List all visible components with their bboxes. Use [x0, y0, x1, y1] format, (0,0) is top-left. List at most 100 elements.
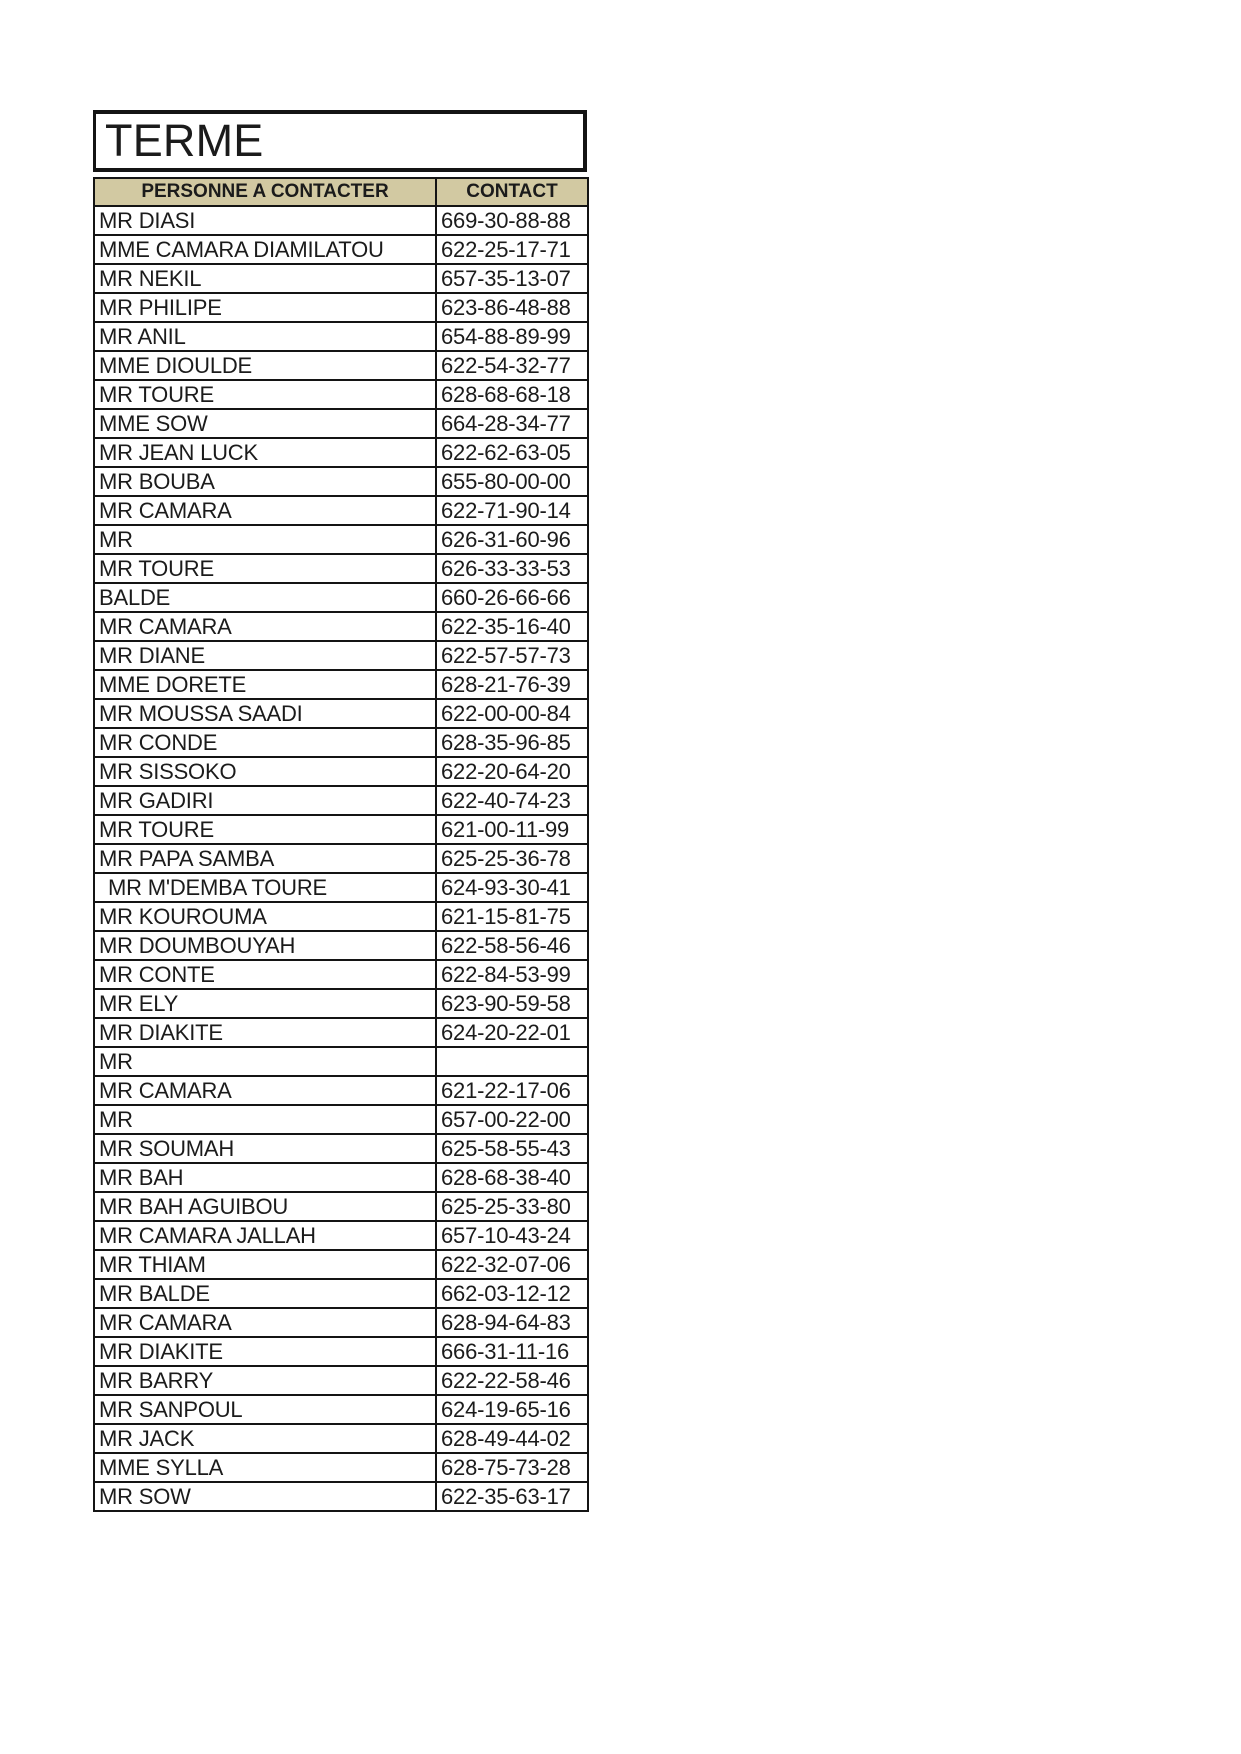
person-cell: MR BAH AGUIBOU	[93, 1191, 437, 1222]
table-row: MR GADIRI 622-40-74-23	[93, 785, 589, 816]
contact-cell: 621-22-17-06	[435, 1075, 589, 1106]
person-cell: MR JEAN LUCK	[93, 437, 437, 468]
person-cell: BALDE	[93, 582, 437, 613]
contact-cell: 655-80-00-00	[435, 466, 589, 497]
person-cell: MR NEKIL	[93, 263, 437, 294]
contact-cell: 622-22-58-46	[435, 1365, 589, 1396]
table-row: MR JEAN LUCK 622-62-63-05	[93, 437, 589, 468]
contact-cell: 622-54-32-77	[435, 350, 589, 381]
table-row: MR TOURE 628-68-68-18	[93, 379, 589, 410]
contact-cell: 626-31-60-96	[435, 524, 589, 555]
person-cell: MR BARRY	[93, 1365, 437, 1396]
person-cell: MR TOURE	[93, 814, 437, 845]
contact-cell: 628-94-64-83	[435, 1307, 589, 1338]
contact-cell: 628-75-73-28	[435, 1452, 589, 1483]
contact-cell: 664-28-34-77	[435, 408, 589, 439]
person-cell: MME CAMARA DIAMILATOU	[93, 234, 437, 265]
table-row: MR CAMARA 628-94-64-83	[93, 1307, 589, 1338]
person-cell: MR M'DEMBA TOURE	[93, 872, 437, 903]
table-row: MR BOUBA 655-80-00-00	[93, 466, 589, 497]
header-row: PERSONNE A CONTACTER CONTACT	[93, 177, 589, 207]
contact-cell: 626-33-33-53	[435, 553, 589, 584]
table-row: MME SOW 664-28-34-77	[93, 408, 589, 439]
table-row: MR PHILIPE 623-86-48-88	[93, 292, 589, 323]
table-row: MME DIOULDE 622-54-32-77	[93, 350, 589, 381]
contact-cell: 622-84-53-99	[435, 959, 589, 990]
contact-cell	[435, 1046, 589, 1077]
table-row: MME DORETE 628-21-76-39	[93, 669, 589, 700]
contact-cell: 660-26-66-66	[435, 582, 589, 613]
table-row: MR CONTE 622-84-53-99	[93, 959, 589, 990]
contact-cell: 621-00-11-99	[435, 814, 589, 845]
person-cell: MME DIOULDE	[93, 350, 437, 381]
person-cell: MR CAMARA	[93, 611, 437, 642]
person-cell: MR CAMARA	[93, 1075, 437, 1106]
table-row: MME CAMARA DIAMILATOU 622-25-17-71	[93, 234, 589, 265]
person-cell: MR BOUBA	[93, 466, 437, 497]
table-row: MR BARRY 622-22-58-46	[93, 1365, 589, 1396]
person-cell: MR GADIRI	[93, 785, 437, 816]
table-row: MR CONDE 628-35-96-85	[93, 727, 589, 758]
person-cell: MR DOUMBOUYAH	[93, 930, 437, 961]
contact-cell: 624-20-22-01	[435, 1017, 589, 1048]
table-row: MR 626-31-60-96	[93, 524, 589, 555]
contact-cell: 622-58-56-46	[435, 930, 589, 961]
table-row: MR M'DEMBA TOURE 624-93-30-41	[93, 872, 589, 903]
person-cell: MR	[93, 1046, 437, 1077]
table-row: MR DIASI 669-30-88-88	[93, 205, 589, 236]
contact-cell: 622-20-64-20	[435, 756, 589, 787]
contact-cell: 666-31-11-16	[435, 1336, 589, 1367]
person-cell: MME SOW	[93, 408, 437, 439]
person-cell: MR SISSOKO	[93, 756, 437, 787]
table-row: MR BAH AGUIBOU 625-25-33-80	[93, 1191, 589, 1222]
contact-cell: 622-57-57-73	[435, 640, 589, 671]
table-row: MR DIAKITE 666-31-11-16	[93, 1336, 589, 1367]
contact-cell: 625-25-33-80	[435, 1191, 589, 1222]
table-row: BALDE 660-26-66-66	[93, 582, 589, 613]
table-row: MR NEKIL 657-35-13-07	[93, 263, 589, 294]
column-header-personne: PERSONNE A CONTACTER	[93, 177, 437, 207]
contact-cell: 622-25-17-71	[435, 234, 589, 265]
table-row: MR ELY 623-90-59-58	[93, 988, 589, 1019]
person-cell: MR PHILIPE	[93, 292, 437, 323]
table-row: MR TOURE 621-00-11-99	[93, 814, 589, 845]
table-row: MME SYLLA 628-75-73-28	[93, 1452, 589, 1483]
person-cell: MR PAPA SAMBA	[93, 843, 437, 874]
person-cell: MR MOUSSA SAADI	[93, 698, 437, 729]
contact-cell: 628-21-76-39	[435, 669, 589, 700]
column-header-contact: CONTACT	[435, 177, 589, 207]
contact-cell: 622-40-74-23	[435, 785, 589, 816]
person-cell: MR SOW	[93, 1481, 437, 1512]
table-row: MR MOUSSA SAADI 622-00-00-84	[93, 698, 589, 729]
contact-cell: 657-35-13-07	[435, 263, 589, 294]
contacts-table: PERSONNE A CONTACTER CONTACT MR DIASI 669…	[93, 177, 589, 1512]
contact-cell: 622-00-00-84	[435, 698, 589, 729]
person-cell: MR BALDE	[93, 1278, 437, 1309]
contact-cell: 622-62-63-05	[435, 437, 589, 468]
table-row: MR PAPA SAMBA 625-25-36-78	[93, 843, 589, 874]
contact-cell: 657-00-22-00	[435, 1104, 589, 1135]
person-cell: MR DIAKITE	[93, 1336, 437, 1367]
table-row: MR BAH 628-68-38-40	[93, 1162, 589, 1193]
table-row: MR 657-00-22-00	[93, 1104, 589, 1135]
person-cell: MR ANIL	[93, 321, 437, 352]
table-row: MR DIAKITE 624-20-22-01	[93, 1017, 589, 1048]
table-row: MR SOW 622-35-63-17	[93, 1481, 589, 1512]
contact-cell: 622-35-16-40	[435, 611, 589, 642]
person-cell: MR CAMARA	[93, 495, 437, 526]
contact-cell: 628-68-68-18	[435, 379, 589, 410]
contact-cell: 669-30-88-88	[435, 205, 589, 236]
person-cell: MR THIAM	[93, 1249, 437, 1280]
contact-cell: 624-93-30-41	[435, 872, 589, 903]
person-cell: MR SOUMAH	[93, 1133, 437, 1164]
person-cell: MR CONDE	[93, 727, 437, 758]
person-cell: MR SANPOUL	[93, 1394, 437, 1425]
table-row: MR BALDE 662-03-12-12	[93, 1278, 589, 1309]
table-row: MR CAMARA 621-22-17-06	[93, 1075, 589, 1106]
contact-cell: 628-49-44-02	[435, 1423, 589, 1454]
table-row: MR CAMARA 622-35-16-40	[93, 611, 589, 642]
person-cell: MR	[93, 1104, 437, 1135]
contact-cell: 654-88-89-99	[435, 321, 589, 352]
table-row: MR JACK 628-49-44-02	[93, 1423, 589, 1454]
person-cell: MR DIANE	[93, 640, 437, 671]
